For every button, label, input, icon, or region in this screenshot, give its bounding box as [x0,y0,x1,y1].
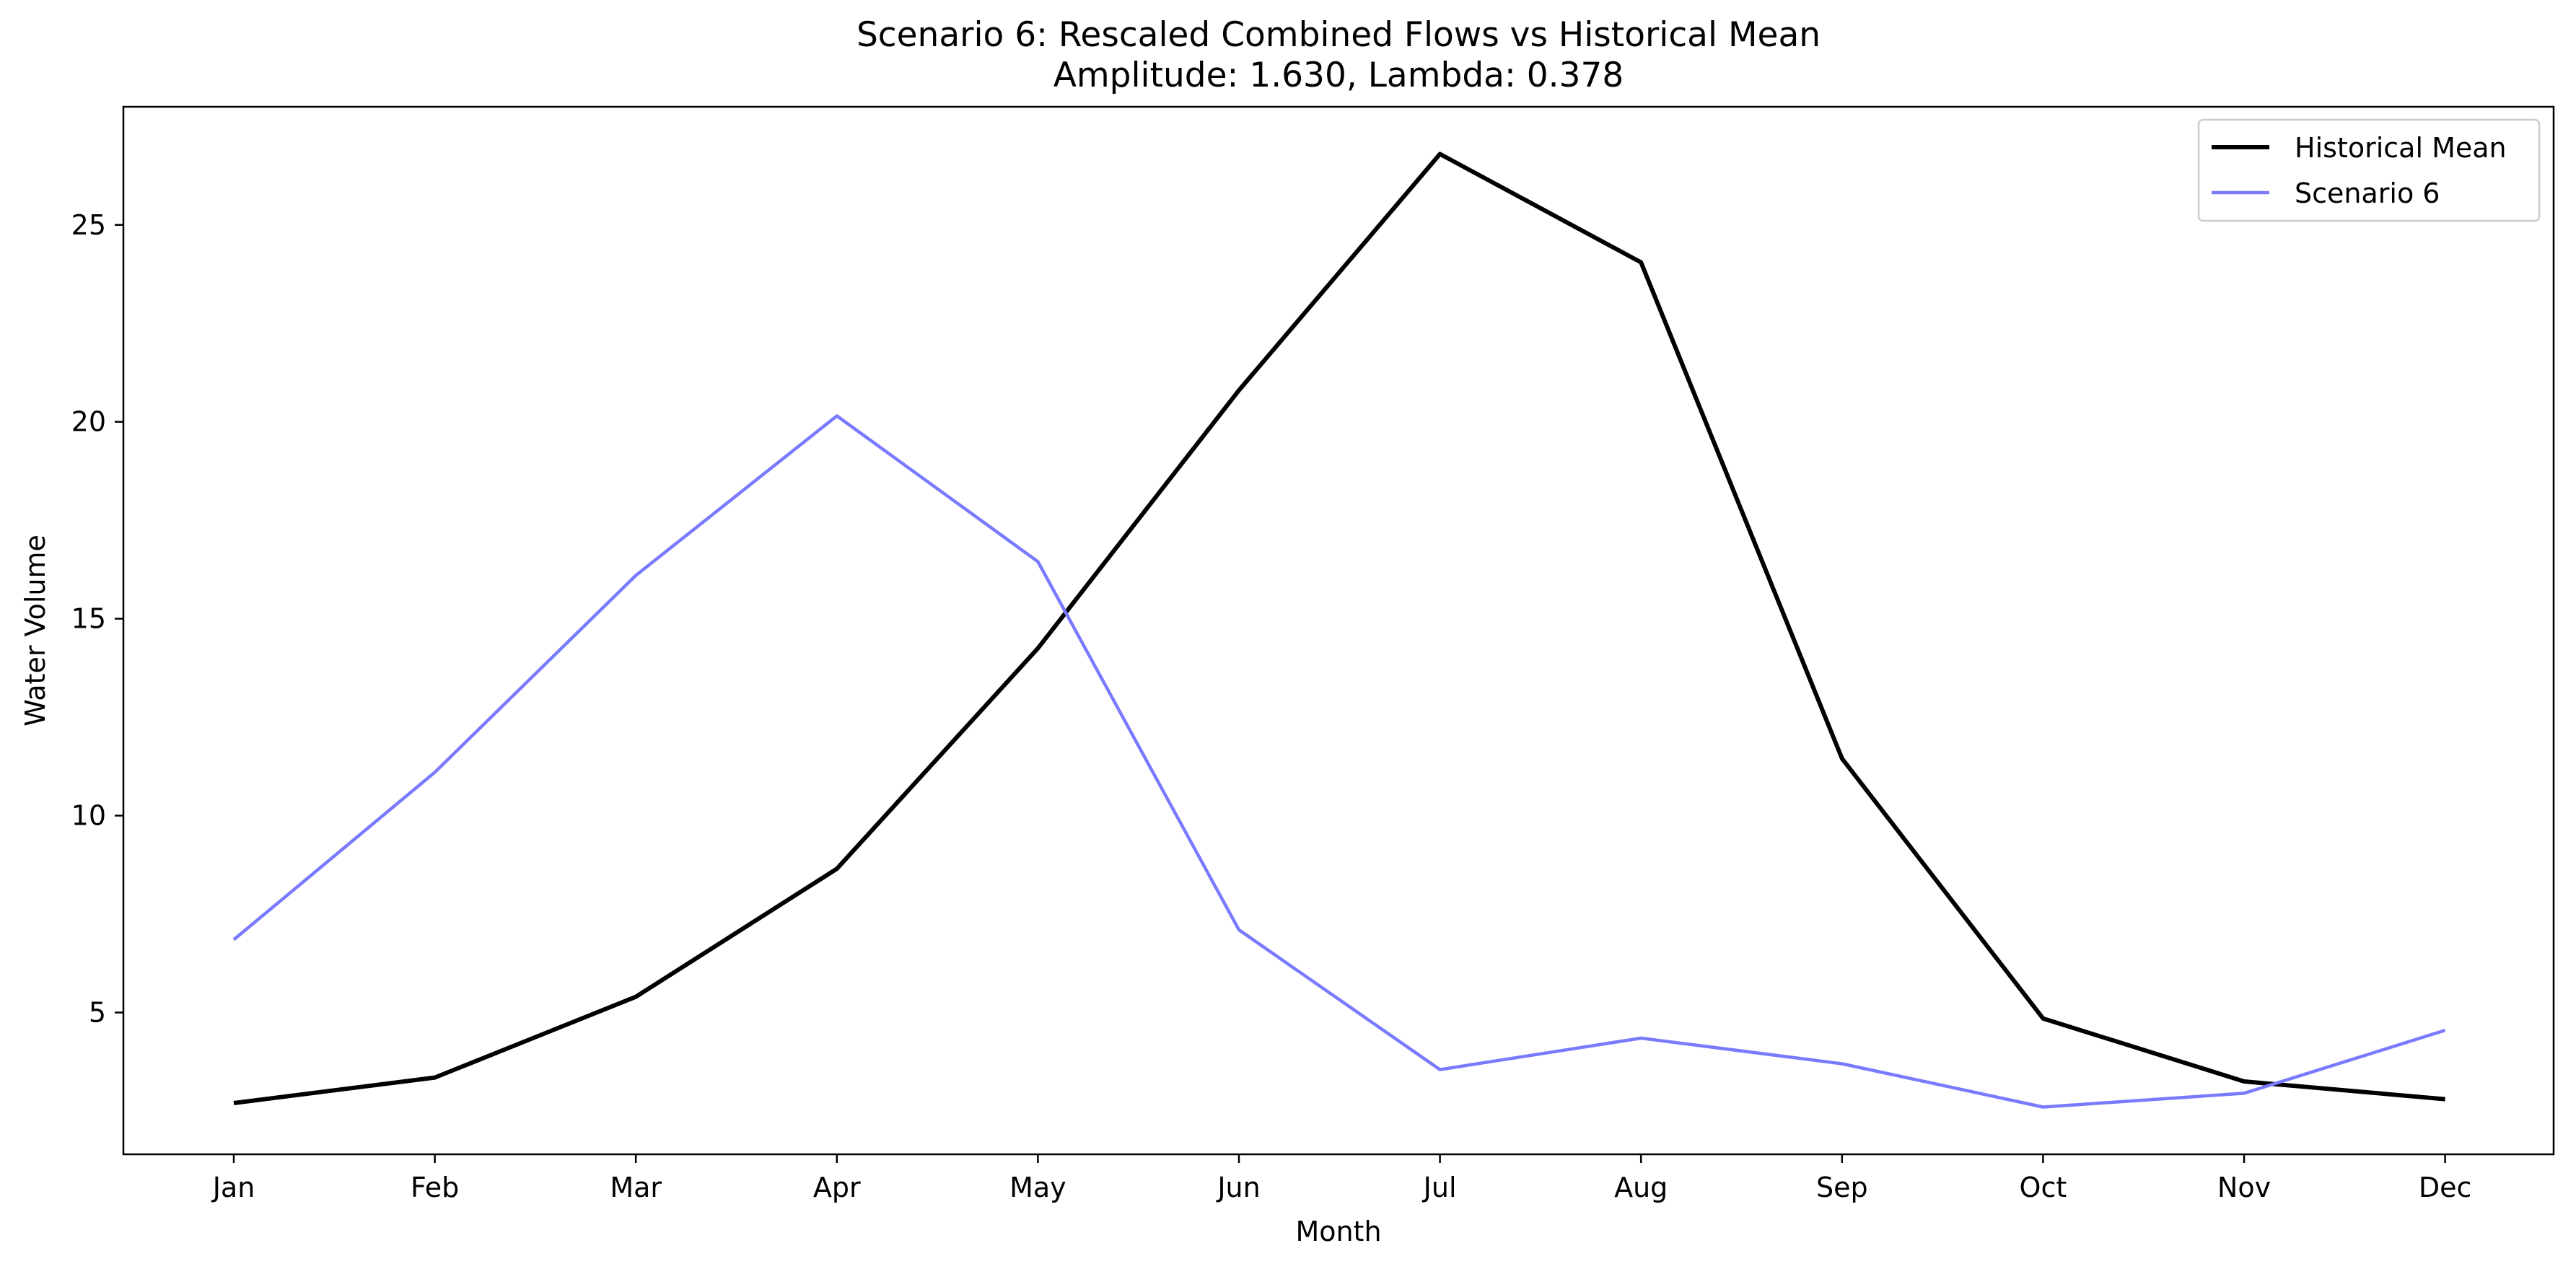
series-line-historical-mean [233,152,2445,1105]
chart-title: Scenario 6: Rescaled Combined Flows vs H… [857,15,1821,55]
y-tick-label-15: 15 [71,603,106,635]
x-tick-label-feb: Feb [411,1172,459,1203]
x-tick-label-sep: Sep [1816,1172,1868,1203]
legend-frame [2197,118,2541,222]
x-tick-label-jul: Jul [1422,1172,1457,1203]
y-tick-label-25: 25 [71,209,106,241]
series-layer [232,152,2446,1109]
legend-label-scenario-6: Scenario 6 [2295,177,2440,209]
x-tick-label-mar: Mar [610,1172,662,1203]
y-tick-label-5: 5 [89,996,106,1028]
x-tick-label-dec: Dec [2419,1172,2472,1203]
plot-area-frame [122,105,2555,1156]
x-axis: Jan Feb Mar Apr May Jun Jul Aug Sep Oct Nov Dec [211,1154,2472,1203]
x-tick-label-nov: Nov [2217,1172,2271,1203]
legend: Historical Mean Scenario 6 [2197,118,2541,222]
x-tick-label-oct: Oct [2020,1172,2067,1203]
y-axis: 5 10 15 20 25 [71,209,123,1028]
series-line-scenario-6 [232,414,2446,1109]
x-tick-label-aug: Aug [1614,1172,1668,1203]
y-tick-label-20: 20 [71,406,106,438]
x-axis-label: Month [1295,1216,1381,1247]
x-tick-label-jun: Jun [1216,1172,1260,1203]
x-tick-label-jan: Jan [211,1172,255,1203]
y-axis-label: Water Volume [19,535,51,726]
chart-subtitle: Amplitude: 1.630, Lambda: 0.378 [1053,56,1624,95]
legend-label-historical-mean: Historical Mean [2295,132,2507,164]
x-tick-label-may: May [1009,1172,1066,1203]
y-tick-label-10: 10 [71,800,106,832]
x-tick-label-apr: Apr [813,1172,861,1203]
